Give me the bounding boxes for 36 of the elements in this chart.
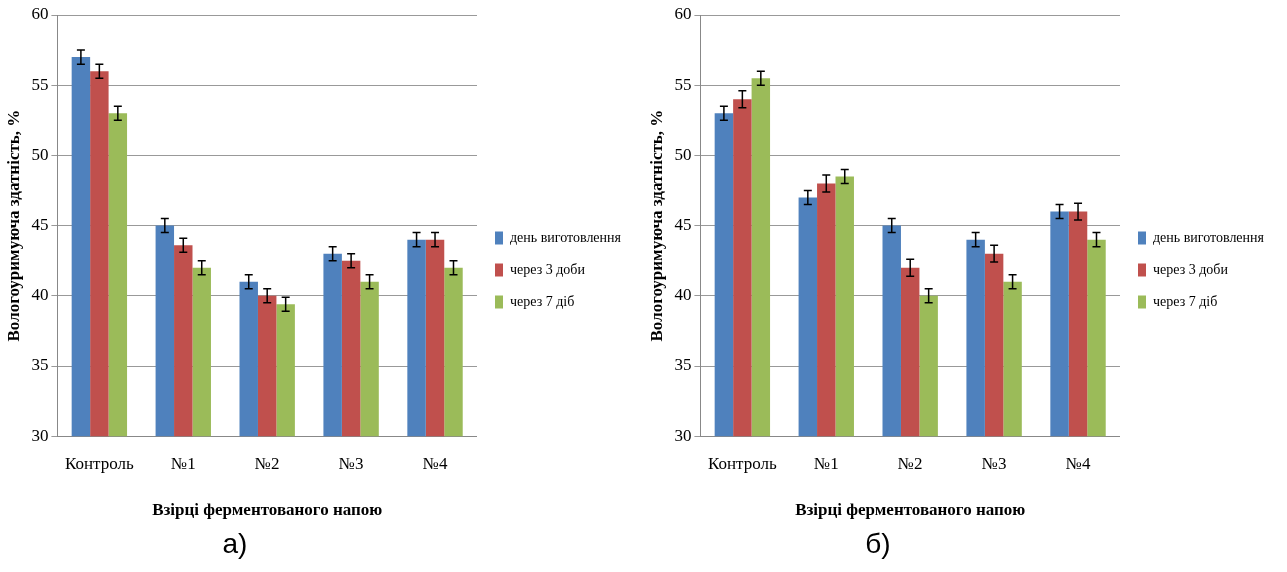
y-tick-label: 40	[674, 285, 692, 305]
y-tick-label: 30	[31, 425, 49, 445]
y-axis-title: Вологоуримуюча здатність, %	[3, 109, 23, 342]
y-tick-label: 60	[31, 4, 49, 24]
x-axis-title: Взірці ферментованого напою	[795, 500, 1026, 520]
legend-label: день виготовлення	[509, 229, 622, 245]
legend-label: через 7 діб	[1152, 293, 1218, 309]
text: а)	[221, 528, 249, 560]
x-tick-label: Контроль	[707, 453, 777, 473]
legend-label: через 3 доби	[1152, 261, 1229, 277]
y-tick-label: 50	[674, 144, 692, 164]
y-tick-label: 60	[674, 4, 692, 24]
x-tick-label: №4	[1065, 453, 1091, 473]
x-axis-title: Взірці ферментованого напою	[152, 500, 383, 520]
y-tick-label: 30	[674, 425, 692, 445]
y-tick-label: 35	[31, 355, 49, 375]
y-tick-label: 55	[674, 74, 692, 94]
x-tick-label: №2	[897, 453, 923, 473]
x-tick-label: №1	[170, 453, 196, 473]
x-tick-label: Контроль	[64, 453, 134, 473]
y-tick-label: 50	[31, 144, 49, 164]
y-axis-title: Вологоуримуюча здатність, %	[646, 109, 666, 342]
legend-label: через 3 доби	[509, 261, 586, 277]
y-tick-label: 35	[674, 355, 692, 375]
y-tick-label: 40	[31, 285, 49, 305]
x-tick-label: №4	[422, 453, 448, 473]
legend-label: через 7 діб	[509, 293, 575, 309]
y-tick-label: 55	[31, 74, 49, 94]
x-tick-label: №2	[254, 453, 280, 473]
x-tick-label: №3	[981, 453, 1007, 473]
x-tick-label: №3	[338, 453, 364, 473]
legend-label: день виготовлення	[1152, 229, 1265, 245]
text: б)	[864, 528, 892, 560]
y-tick-label: 45	[31, 215, 49, 235]
x-tick-label: №1	[813, 453, 839, 473]
y-tick-label: 45	[674, 215, 692, 235]
